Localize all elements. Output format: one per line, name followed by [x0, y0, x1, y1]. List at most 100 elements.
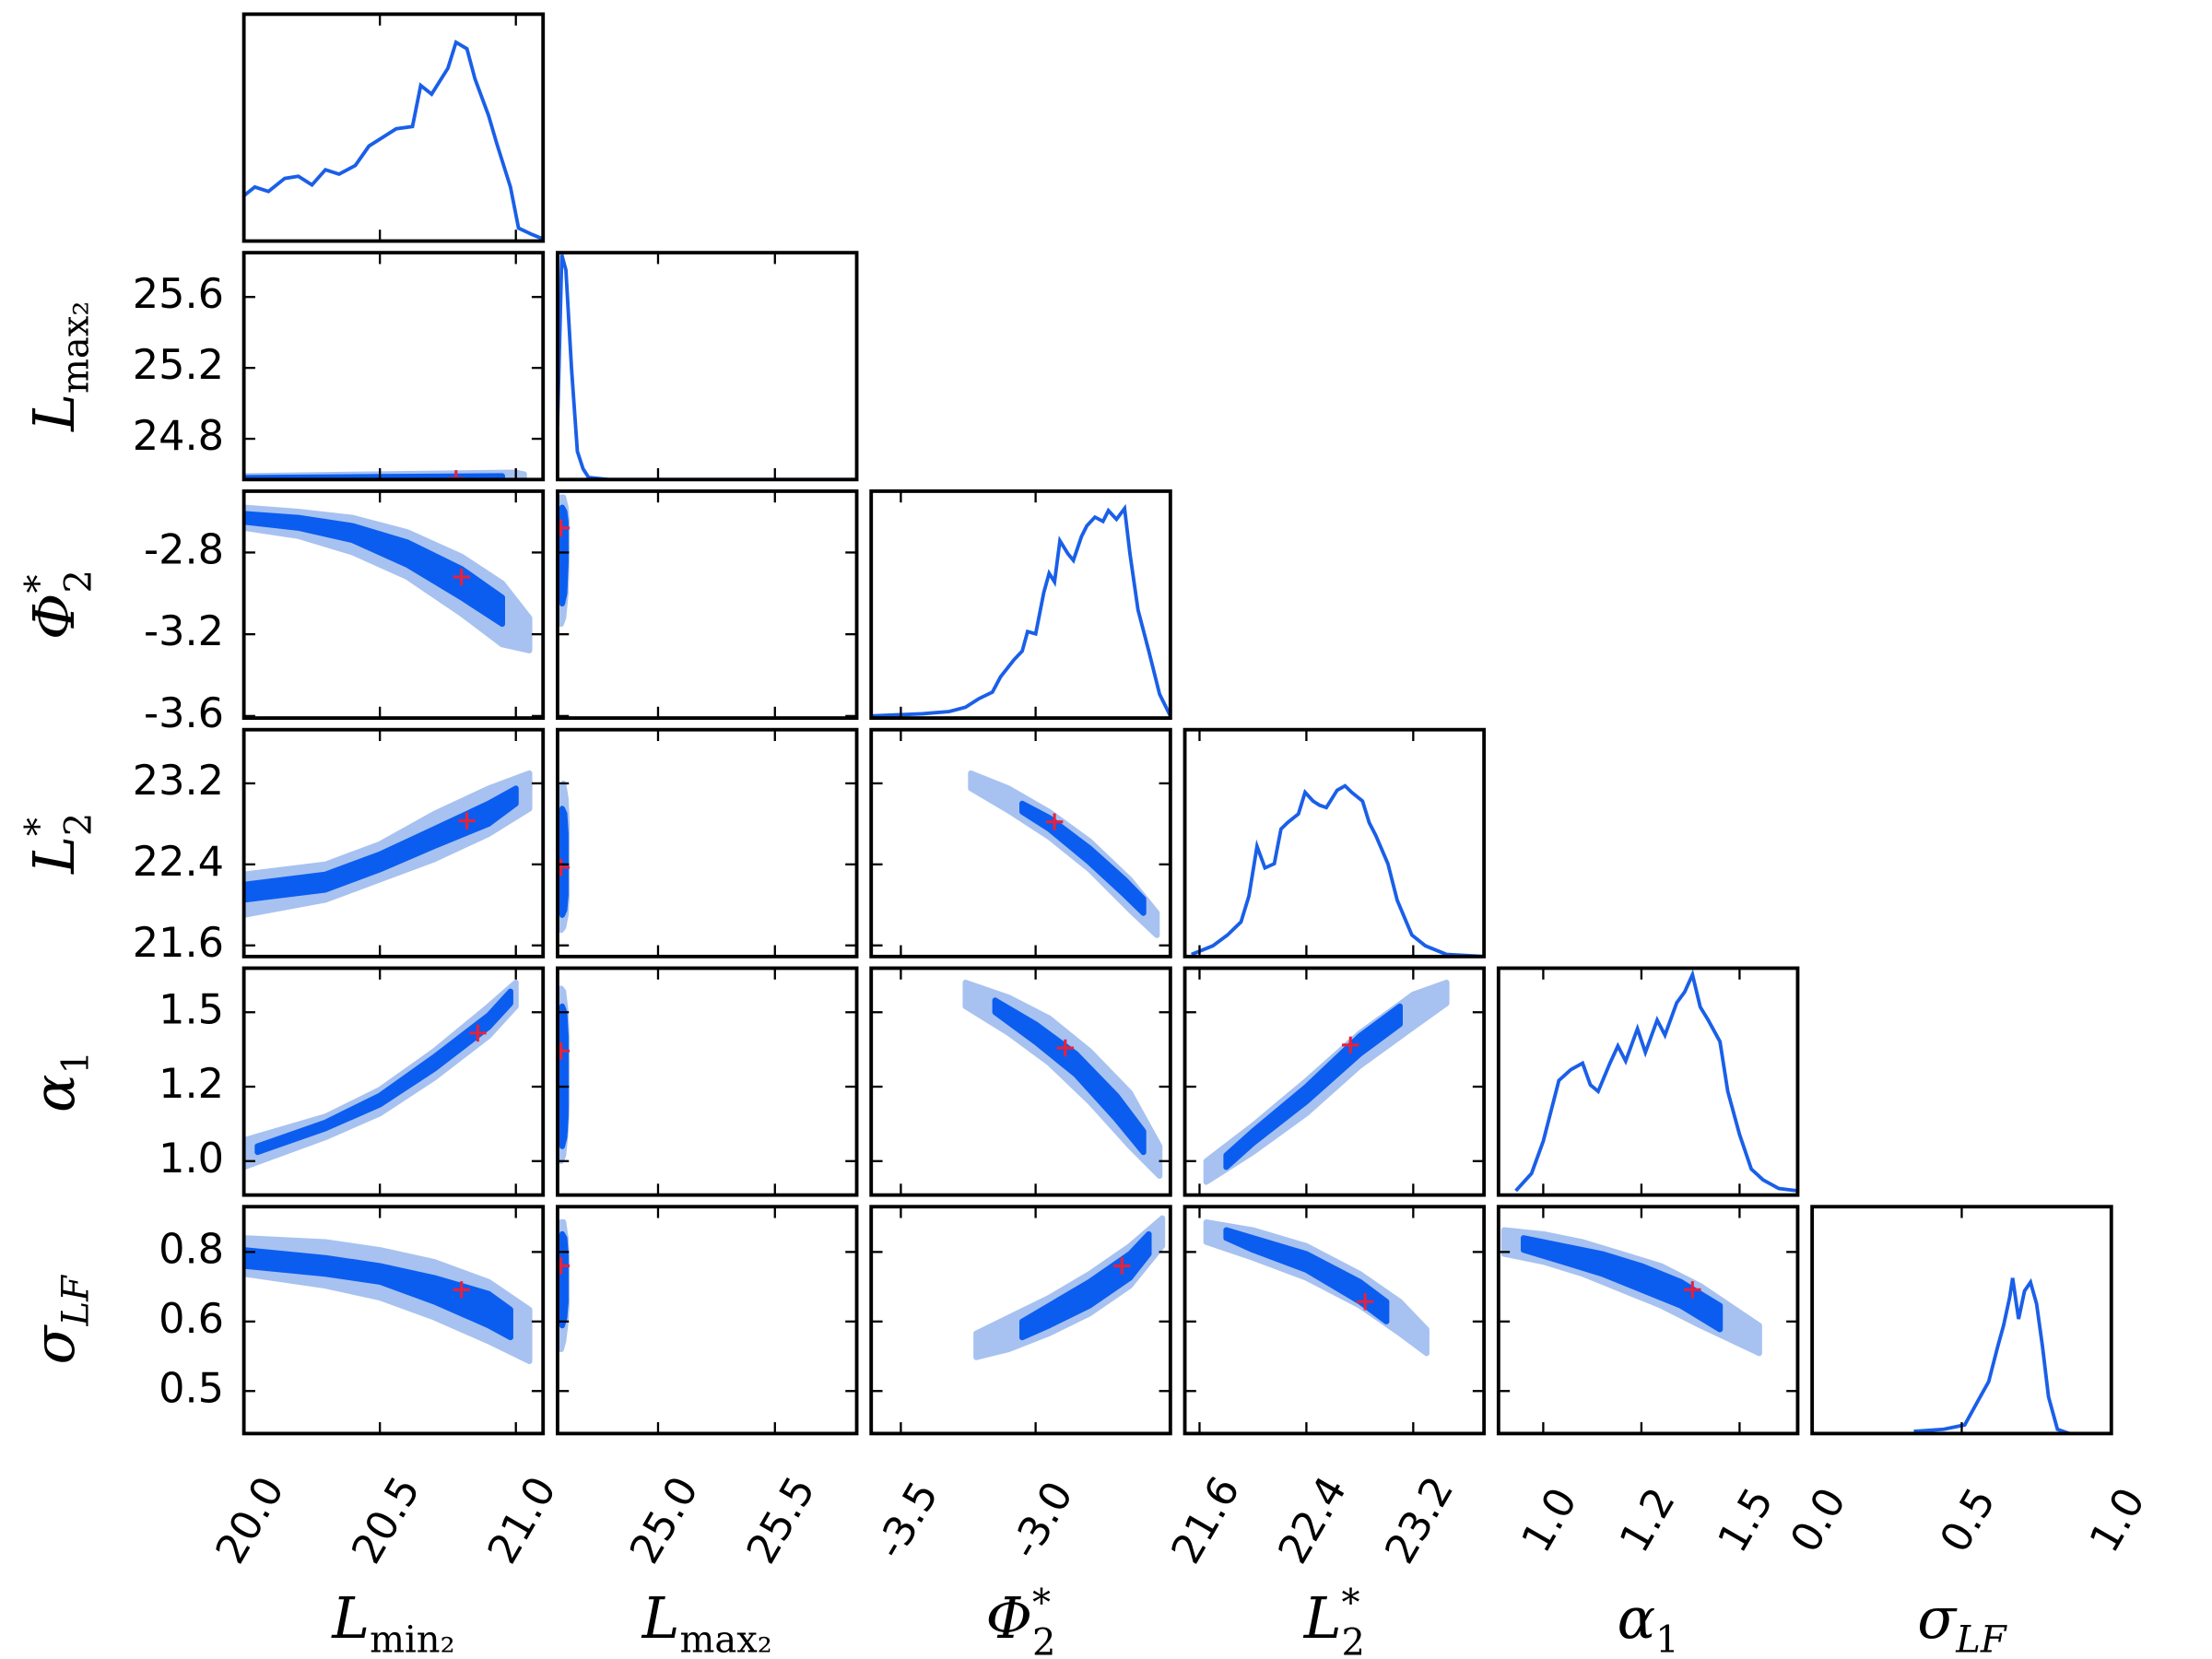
- axis-label-base: L: [641, 1585, 680, 1652]
- x-tick-label: 21.6: [1162, 1468, 1250, 1571]
- inner-contour: [254, 988, 513, 1156]
- panel-frame: [1182, 727, 1487, 959]
- inner-contour: [1019, 800, 1147, 916]
- axis-label-base: Φ: [986, 1585, 1032, 1652]
- x-tick-label: 1.0: [1512, 1480, 1587, 1560]
- axis-label: α1: [1618, 1585, 1679, 1659]
- axis-label-base: L: [21, 836, 88, 875]
- x-tick-label: -3.5: [866, 1474, 948, 1567]
- true-value-marker: [469, 1024, 487, 1042]
- true-value-marker: [1684, 1281, 1701, 1299]
- axis-label: L*2: [1303, 1582, 1365, 1659]
- panel-frame: [1182, 966, 1487, 1197]
- x-tick-label: 20.0: [206, 1468, 294, 1571]
- panel-frame: [1496, 966, 1800, 1197]
- axis-label: Lmin₂: [331, 1585, 454, 1659]
- y-tick-label: 21.6: [133, 919, 224, 967]
- axis-label: σLF: [21, 1275, 97, 1365]
- inner-contour: [557, 806, 569, 918]
- axis-label: α1: [21, 1051, 97, 1112]
- panel-frame: [1182, 1205, 1487, 1436]
- x-tick-label: 25.5: [737, 1468, 825, 1571]
- x-tick-label: 20.5: [342, 1468, 429, 1571]
- axis-label-sub: 1: [1655, 1618, 1678, 1659]
- panel-frame: [556, 1205, 859, 1436]
- panel-frame: [869, 966, 1172, 1197]
- true-value-marker: [557, 1042, 570, 1060]
- axis-label: Φ*2: [986, 1582, 1056, 1659]
- panel-frame: [556, 727, 859, 959]
- axis-label-sub: 2: [1032, 1621, 1055, 1659]
- outer-contour: [243, 979, 519, 1171]
- axis-label-base: α: [21, 1074, 88, 1112]
- x-tick-label: 0.5: [1931, 1480, 2006, 1560]
- x-tick-label: 21.0: [478, 1468, 566, 1571]
- axis-label-sub: max₂: [54, 301, 97, 394]
- panel-frame: [556, 966, 859, 1197]
- axis-label-sub: 1: [54, 1051, 97, 1074]
- axis-label-base: L: [1303, 1585, 1342, 1652]
- histogram-line: [1514, 969, 1798, 1193]
- inner-contour: [557, 1003, 569, 1149]
- outer-contour: [968, 770, 1160, 938]
- inner-contour: [1223, 1227, 1390, 1324]
- axis-label: L*2: [18, 813, 100, 875]
- inner-contour: [243, 1247, 513, 1341]
- inner-contour: [243, 785, 519, 903]
- y-tick-label: -2.8: [144, 525, 224, 573]
- y-tick-label: 22.4: [133, 838, 224, 886]
- axis-label-sup: *: [18, 818, 60, 836]
- axis-label-sub: max₂: [679, 1618, 771, 1659]
- axis-label-sub: LF: [1955, 1618, 2007, 1659]
- panel-frame: [241, 1205, 546, 1436]
- y-tick-label: -3.2: [144, 607, 224, 655]
- axis-label-sub: 2: [57, 570, 100, 593]
- axis-label-sup: *: [18, 575, 60, 594]
- x-tick-label: 1.0: [2080, 1480, 2155, 1560]
- panel-frame: [241, 251, 546, 482]
- true-value-marker: [557, 1257, 570, 1275]
- true-value-marker: [1045, 813, 1064, 830]
- true-value-marker: [1056, 1039, 1075, 1057]
- axis-label-sub: LF: [54, 1275, 97, 1327]
- axis-label: Φ*2: [18, 570, 100, 640]
- y-tick-label: 1.5: [159, 985, 224, 1033]
- axis-label-base: σ: [21, 1324, 88, 1364]
- panel-frame: [241, 727, 546, 959]
- x-tick-label: 1.5: [1709, 1480, 1783, 1560]
- panel-frame: [241, 12, 546, 243]
- x-tick-label: 23.2: [1376, 1468, 1464, 1571]
- inner-contour: [1521, 1235, 1724, 1333]
- axis-label-base: L: [331, 1585, 370, 1652]
- y-tick-label: 23.2: [133, 757, 224, 805]
- outer-contour: [973, 1215, 1166, 1360]
- axis-label-sup: *: [1342, 1582, 1360, 1624]
- true-value-marker: [557, 858, 570, 877]
- true-value-marker: [1356, 1293, 1374, 1311]
- x-tick-label: 0.0: [1782, 1480, 1856, 1560]
- panel-frame: [241, 488, 546, 720]
- true-value-marker: [1342, 1036, 1359, 1054]
- histogram-line: [871, 503, 1171, 718]
- true-value-marker: [1112, 1257, 1131, 1275]
- axis-label-base: α: [1618, 1585, 1656, 1652]
- inner-contour: [243, 511, 505, 628]
- inner-contour: [1223, 1003, 1403, 1171]
- true-value-marker: [453, 568, 470, 586]
- axis-label: Lmax₂: [21, 301, 97, 432]
- histogram-line: [243, 39, 544, 241]
- y-tick-label: 0.6: [159, 1295, 224, 1343]
- axis-label-sub: 2: [1342, 1621, 1365, 1659]
- inner-contour: [557, 1230, 569, 1329]
- panel-frame: [241, 966, 546, 1197]
- x-tick-label: -3.0: [1001, 1474, 1083, 1567]
- x-tick-label: 25.0: [620, 1468, 708, 1571]
- panel-frame: [556, 251, 859, 482]
- axis-label-sub: 2: [57, 813, 100, 836]
- panel-frame: [869, 488, 1172, 720]
- y-tick-label: 1.2: [159, 1060, 224, 1108]
- histogram-line: [557, 253, 857, 480]
- y-tick-label: -3.6: [144, 689, 224, 737]
